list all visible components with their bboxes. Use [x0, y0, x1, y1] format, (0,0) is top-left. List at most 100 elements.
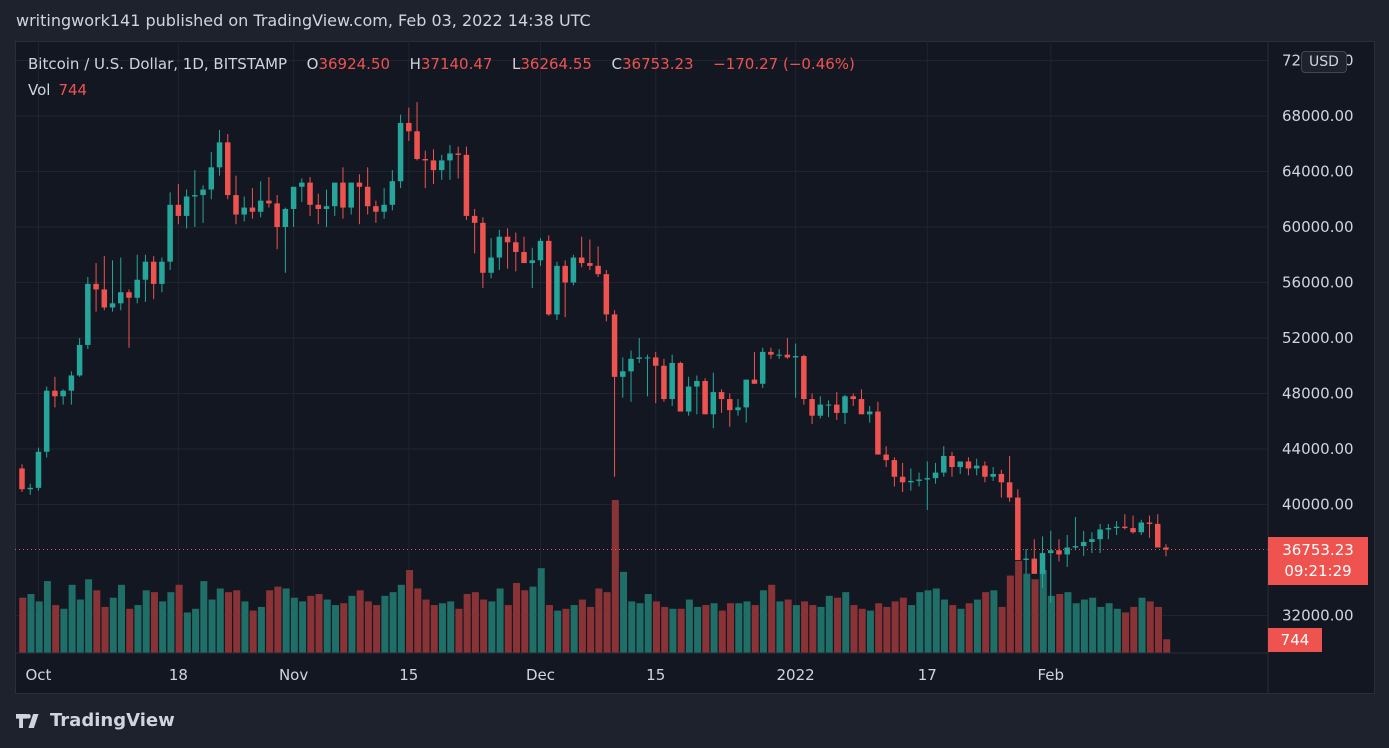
candle-body [1064, 547, 1070, 555]
volume-bar [875, 603, 883, 653]
tradingview-logo[interactable]: TradingView [16, 710, 175, 731]
candle-body [1031, 558, 1038, 574]
currency-button[interactable]: USD [1301, 51, 1347, 73]
volume-bar [241, 601, 249, 653]
volume-bar [759, 590, 767, 653]
candle-body [1039, 553, 1046, 574]
price-tick-label: 52000.00 [1282, 329, 1354, 347]
volume-bar [1163, 639, 1171, 653]
candle-body [422, 159, 429, 161]
candle-body [759, 351, 766, 384]
candle-body [93, 283, 99, 290]
volume-bar [1138, 597, 1146, 653]
volume-bar [554, 610, 562, 653]
candle-body [331, 182, 338, 207]
volume-bar [200, 581, 208, 653]
candle-body [233, 195, 239, 215]
brand-name: TradingView [50, 710, 175, 731]
last-price-value: 36753.23 [1282, 541, 1354, 559]
candle-body [134, 279, 140, 298]
time-tick-label: 18 [169, 666, 188, 684]
volume-bar [1122, 612, 1130, 653]
candle-body [908, 480, 914, 483]
candle-body [973, 465, 980, 469]
candle-body [175, 204, 182, 216]
candle-body [414, 131, 420, 160]
candle-body [43, 390, 50, 452]
volume-bar [858, 608, 866, 653]
candle-body [620, 371, 626, 377]
price-candles [19, 102, 1169, 604]
volume-bar [1146, 601, 1154, 653]
candle-body [1113, 526, 1120, 529]
volume-bar [694, 606, 702, 653]
volume-bar [397, 584, 405, 653]
volume-bar [842, 592, 850, 653]
candle-body [340, 182, 346, 208]
candle-body [364, 186, 371, 207]
volume-bar [611, 500, 619, 653]
volume-bar [290, 597, 298, 653]
candle-body [142, 261, 149, 280]
candle-body [85, 283, 91, 345]
candle-body [167, 204, 173, 262]
volume-legend: Vol 744 [28, 81, 87, 99]
chart-frame[interactable] [15, 41, 1375, 694]
candle-body [603, 274, 610, 315]
volume-bar [1080, 599, 1088, 653]
candle-body [784, 354, 791, 358]
ohlc-legend: Bitcoin / U.S. Dollar, 1D, BITSTAMP O369… [28, 55, 855, 73]
volume-bar [578, 599, 586, 653]
volume-bar [266, 590, 274, 653]
volume-bar [587, 606, 595, 653]
volume-bar [315, 594, 323, 653]
volume-bar [652, 601, 660, 653]
volume-bar [331, 605, 339, 653]
candle-body [628, 358, 634, 372]
candle-body [307, 182, 313, 205]
price-tick-label: 56000.00 [1282, 274, 1354, 292]
volume-bar [225, 592, 232, 653]
candle-body [982, 465, 988, 477]
candle-body [19, 468, 25, 490]
candle-body [118, 292, 124, 304]
candle-body [27, 487, 33, 490]
volume-bar [809, 605, 817, 653]
volume-bar [727, 603, 735, 653]
grid-lines [15, 41, 1268, 653]
candle-body [891, 460, 898, 477]
candle-body [850, 396, 856, 400]
candle-body [941, 455, 947, 473]
candle-body [751, 379, 758, 384]
volume-bar [307, 595, 315, 653]
volume-bar [430, 605, 438, 653]
candle-body [554, 265, 560, 315]
time-tick-label: Oct [25, 666, 51, 684]
high-value: 37140.47 [420, 55, 493, 73]
volume-label[interactable]: Vol [28, 81, 51, 99]
candle-body [315, 204, 322, 209]
volume-bar [718, 610, 726, 653]
candle-body [1122, 526, 1128, 529]
volume-bar [504, 605, 512, 653]
candle-body [1163, 547, 1169, 550]
candle-body [249, 207, 256, 212]
candle-body [718, 392, 725, 400]
volume-bar [422, 599, 430, 653]
volume-bar [1130, 606, 1138, 653]
candle-body [727, 399, 733, 411]
low-label: L [512, 55, 521, 73]
symbol-name[interactable]: Bitcoin / U.S. Dollar, 1D, BITSTAMP [28, 55, 288, 73]
volume-bar [414, 588, 422, 653]
candle-body [1048, 550, 1054, 554]
volume-bar [677, 608, 685, 653]
volume-bar [941, 599, 949, 653]
volume-bar [735, 603, 743, 653]
candle-body [389, 181, 396, 205]
volume-bar [1105, 603, 1113, 653]
candle-body [109, 303, 116, 308]
open-label: O [306, 55, 319, 73]
volume-bar [447, 601, 455, 653]
candle-body [455, 153, 461, 155]
